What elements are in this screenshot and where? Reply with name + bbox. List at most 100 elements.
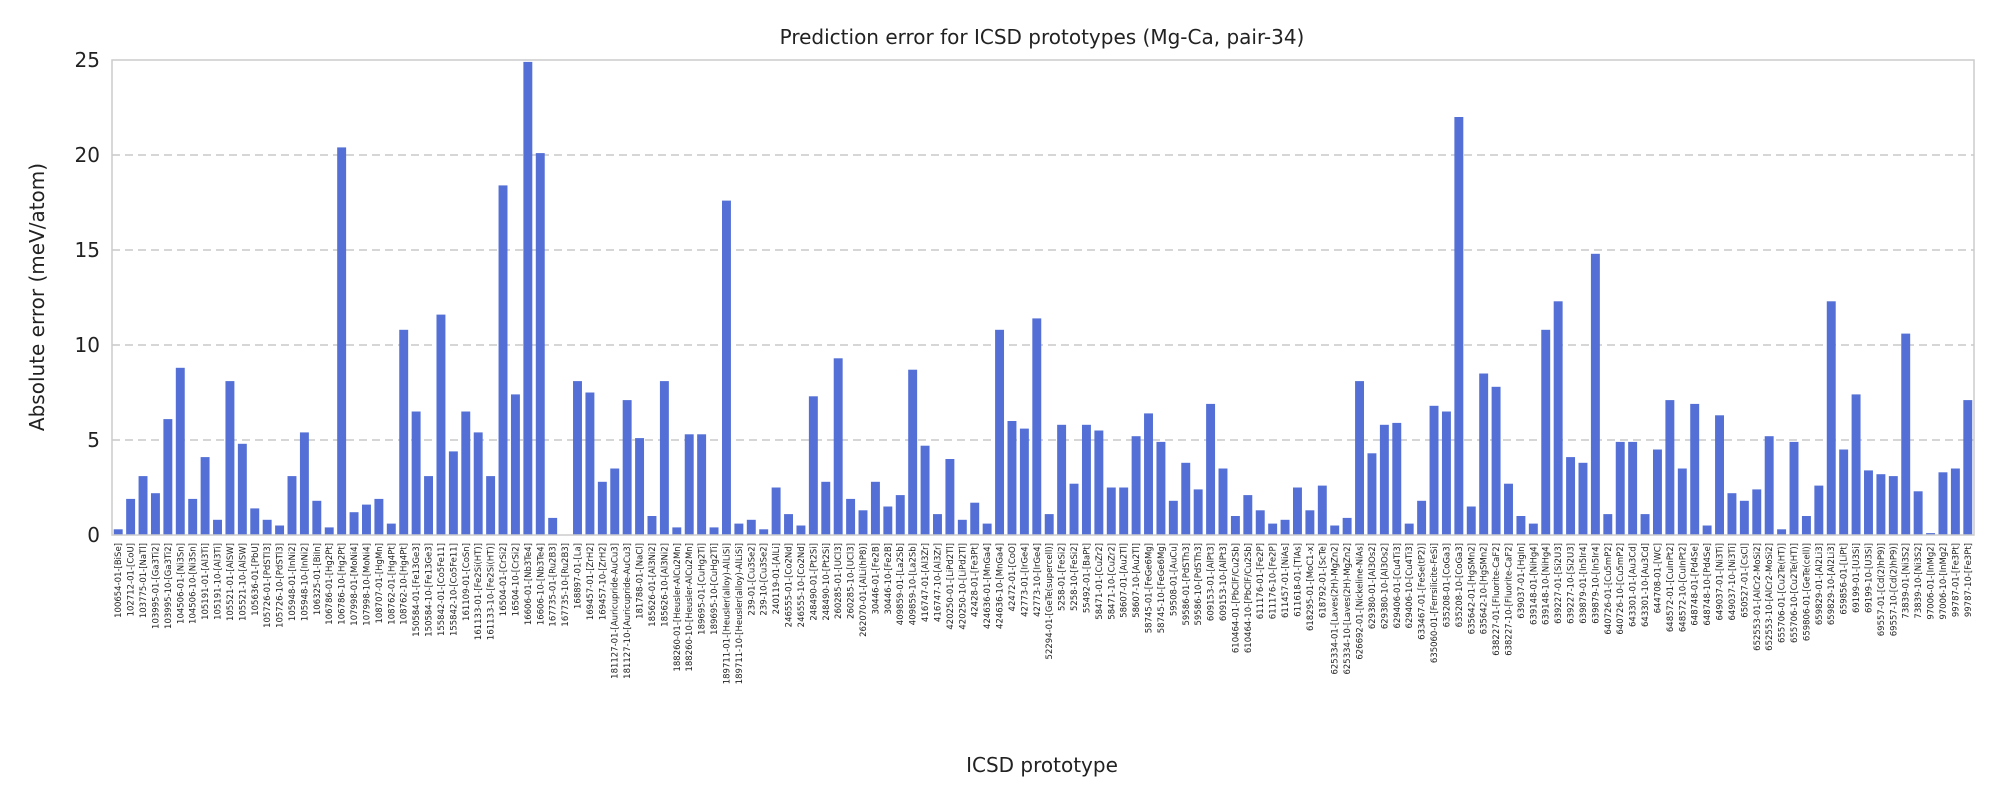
x-tick-label: 97006-10-[InMg2] [1939,543,1949,620]
x-tick-label: 611618-01-[TlAs] [1293,543,1303,617]
bar [1255,510,1265,535]
bar [908,369,918,535]
x-tick-label: 161133-01-[Fe2Si(HT)] [474,543,484,640]
x-tick-label: 185626-01-[Al3Ni2] [648,543,658,627]
x-tick-label: 106786-10-[Hg2Pt] [338,543,348,625]
bar [1590,253,1600,536]
x-tick-label: 97006-01-[InMg2] [1927,543,1937,620]
x-tick-label: 260285-10-[UCl3] [847,543,857,619]
x-tick-label: 107998-01-[MoNi4] [350,543,360,626]
bar [1317,485,1327,535]
bar [1888,476,1898,535]
x-tick-label: 167735-01-[Ru2B3] [549,543,559,627]
x-tick-label: 58745-01-[FeGe6Mg] [1145,543,1155,633]
bar [1839,449,1849,535]
bar [1553,301,1563,535]
bar [510,394,520,535]
x-tick-label: 639879-10-[In5Ir4] [1591,543,1601,624]
x-tick-label: 181127-10-[Auricupride-AuCu3] [623,543,633,679]
bar [1106,487,1116,535]
y-tick-label: 5 [87,428,100,452]
x-tick-label: 107998-10-[MoNi4] [362,543,372,626]
bar [759,529,769,535]
bar [1007,421,1017,535]
y-tick-label: 10 [75,333,100,357]
bar [1044,514,1054,535]
x-tick-label: 639227-01-[Si2U3] [1554,543,1564,624]
x-tick-label: 650527-01-[CsCl] [1740,543,1750,618]
bar [1528,523,1538,535]
plot-frame [111,59,1975,536]
bar [1739,500,1749,535]
bar [1417,500,1427,535]
x-tick-label: 409859-01-[La2Sb] [896,543,906,625]
x-tick-label: 59586-10-[PdSTh3] [1194,543,1204,626]
bar [1392,422,1402,535]
x-tick-label: 262070-01-[AlLi(hP8)] [859,543,869,637]
bar [1119,487,1129,535]
x-tick-label: 42773-01-[IrGe4] [1020,543,1030,617]
x-tick-label: 639148-01-[NiHg4] [1529,543,1539,625]
x-tick-label: 181127-01-[Auricupride-AuCu3] [611,543,621,679]
bar [1429,405,1439,535]
bar [672,527,682,535]
x-tick-label: 55492-01-[BaPt] [1082,543,1092,613]
bar [1094,430,1104,535]
x-tick-label: 106325-01-[BiIn] [313,543,323,615]
y-gridlines [112,154,1974,441]
x-tick-label: 16504-01-[CrSi2] [499,543,509,616]
bar [833,358,843,535]
x-tick-label: 649037-01-[Ni3Ti] [1716,543,1726,620]
x-tick-label: 185626-10-[Al3Ni2] [660,543,670,627]
bar [1081,424,1091,535]
x-tick-label: 105521-01-[AlSW] [226,543,236,621]
bar [808,396,818,535]
bar [1466,506,1476,535]
x-tick-label: 639148-10-[NiHg4] [1542,543,1552,625]
bar [684,434,694,535]
bar [1504,483,1513,535]
bar [1950,468,1960,535]
x-tick-label: 248490-01-[Pt2Si] [809,543,819,621]
bar [784,514,793,535]
bar [299,432,309,535]
x-tick-label: 69199-10-[U3Si] [1864,543,1874,613]
bar [846,498,856,535]
bar [1367,453,1377,535]
x-tick-label: 105726-01-[PdSTl3] [263,543,273,628]
bar [1901,333,1911,535]
x-tick-label: 99787-10-[Fe3Pt] [1964,543,1974,617]
x-tick-label: 42773-10-[IrGe4] [1033,543,1043,617]
bar [1156,441,1166,535]
bar [709,527,719,535]
bar [237,443,247,535]
x-tick-label: 625334-10-[Laves(2H)-MgZn2] [1343,543,1353,675]
bar [473,432,483,535]
bar [1727,493,1737,535]
x-tick-label: 610464-10-[PbClF/Cu2Sb] [1244,543,1254,653]
bar [933,514,942,535]
x-tick-label: 635208-10-[CoGa3] [1455,543,1465,627]
bar [697,434,707,535]
bar [275,525,285,535]
bars [113,61,1973,536]
x-tick-label: 640726-01-[Cu5mP2] [1604,543,1614,635]
bar [1677,468,1687,535]
bar [498,185,508,535]
x-tick-label: 59586-01-[PdSTh3] [1182,543,1192,626]
bar [1628,441,1638,535]
x-tick-label: 638227-01-[Fluorite-CaF2] [1492,543,1502,656]
x-tick-label: 167735-10-[Ru2B3] [561,543,571,627]
bar [1144,413,1153,535]
bar [1441,411,1451,535]
x-tick-label: 659829-01-[Al2Li3] [1815,543,1825,625]
x-tick-label: 638227-10-[Fluorite-CaF2] [1505,543,1515,656]
x-tick-label: 16606-10-[Nb3Te4] [536,543,546,625]
bar [1814,485,1824,535]
bar [771,487,781,535]
bar [1019,428,1029,535]
x-tick-label: 640726-10-[Cu5mP2] [1616,543,1626,635]
x-tick-label: 246555-10-[Co2Nd] [797,543,807,627]
x-tick-label: 659856-01-[LiPt] [1840,543,1850,615]
